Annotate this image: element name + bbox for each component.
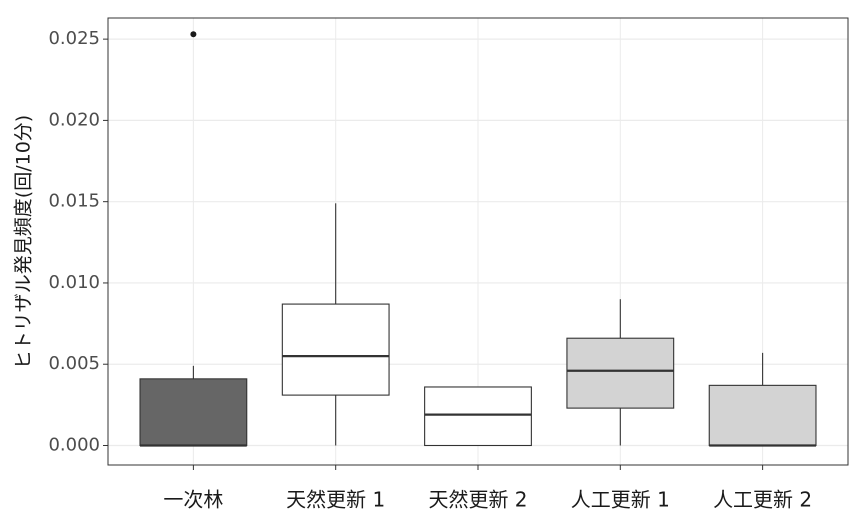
- box: [424, 386, 532, 447]
- box: [281, 303, 390, 396]
- box: [708, 384, 817, 447]
- y-tick-label: 0.005: [48, 353, 100, 374]
- y-axis-label: ヒトリザル発見頻度(回/10分): [13, 115, 35, 369]
- y-tick-label: 0.020: [48, 109, 100, 130]
- y-tick-label: 0.000: [48, 434, 100, 455]
- y-tick-label: 0.025: [48, 28, 100, 49]
- y-tick-label: 0.015: [48, 191, 100, 212]
- x-tick-label: 人工更新 2: [713, 488, 812, 512]
- x-tick-label: 一次林: [163, 488, 223, 512]
- box: [566, 337, 675, 409]
- x-tick-label: 天然更新 2: [428, 488, 527, 512]
- outlier: [190, 31, 197, 38]
- y-tick-label: 0.010: [48, 272, 100, 293]
- x-tick-label: 天然更新 1: [286, 488, 385, 512]
- box: [139, 378, 248, 447]
- x-tick-label: 人工更新 1: [571, 488, 670, 512]
